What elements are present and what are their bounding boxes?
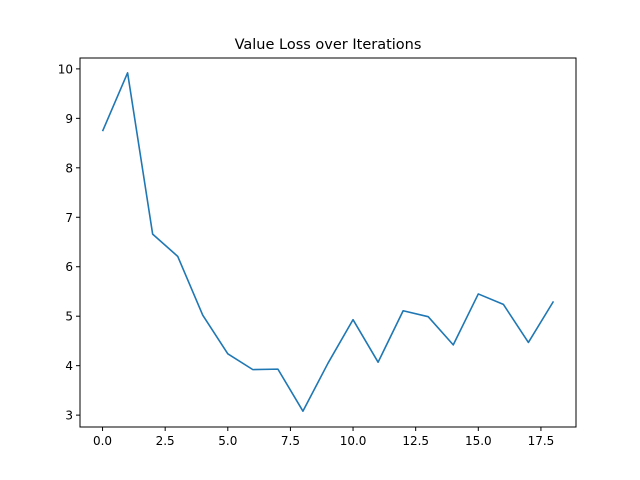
y-tick-label: 10 <box>58 62 73 76</box>
x-tick-label: 12.5 <box>402 434 429 448</box>
y-tick-label: 9 <box>65 112 73 126</box>
chart-title: Value Loss over Iterations <box>235 37 422 53</box>
x-tick-label: 5.0 <box>218 434 237 448</box>
y-tick-label: 7 <box>65 211 73 225</box>
x-tick-label: 0.0 <box>93 434 112 448</box>
x-tick-label: 7.5 <box>281 434 300 448</box>
y-tick-label: 6 <box>65 260 73 274</box>
x-tick-label: 17.5 <box>528 434 555 448</box>
plot-area <box>80 58 576 427</box>
x-axis: 0.0 2.5 5.0 7.5 10.0 12.5 15.0 17.5 <box>93 427 554 448</box>
x-tick-label: 10.0 <box>340 434 367 448</box>
y-tick-label: 8 <box>65 161 73 175</box>
y-tick-label: 3 <box>65 409 73 423</box>
x-tick-label: 15.0 <box>465 434 492 448</box>
y-axis: 3 4 5 6 7 8 9 10 <box>58 62 80 423</box>
plot-frame <box>79 57 577 428</box>
y-tick-label: 5 <box>65 310 73 324</box>
series-layer <box>101 72 555 412</box>
y-tick-label: 4 <box>65 359 73 373</box>
x-tick-label: 2.5 <box>156 434 175 448</box>
series-line <box>101 72 555 412</box>
